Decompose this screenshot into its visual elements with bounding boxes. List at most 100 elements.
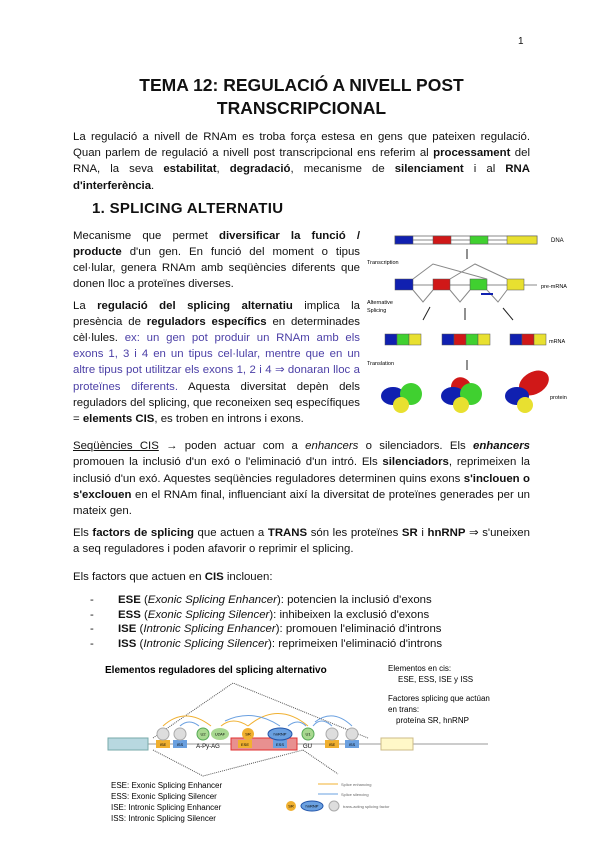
text-segment: , reprimeixen la inclusió d'un exó. Aque…: [73, 456, 530, 485]
seq-element-iss: [173, 739, 187, 748]
paragraph-cis-factors: Els factors que actuen en CIS inclouen:: [73, 569, 530, 585]
arrow: [502, 307, 514, 321]
text-segment: ⇒ s'uneixen a seq reguladores i poden af…: [73, 527, 530, 556]
bullet-dash: -: [90, 623, 94, 636]
mrna-exon: [533, 333, 547, 346]
bold-term: silenciadors: [382, 456, 449, 469]
mrna-exon: [465, 333, 479, 346]
bold-term: enhancers: [473, 440, 530, 453]
silencing-arrow: [312, 720, 333, 727]
label-transcription: Transcription: [367, 260, 399, 266]
legend-silencing: Splice silencing: [341, 792, 369, 797]
description: : inhibeixen la exclusió d'exons: [273, 608, 430, 621]
label-protein: protein: [550, 395, 567, 401]
text-segment: , es troben en introns i exons.: [154, 413, 304, 426]
legend-sr-label: SR: [288, 803, 294, 808]
factor-label: SR: [245, 731, 251, 736]
text-segment: enhancers: [305, 440, 359, 453]
description: : reprimeixen l'eliminació d'introns: [271, 637, 443, 650]
figure2-trans-title-1: Factores splicing que actúan: [388, 694, 490, 703]
enhancing-arrow: [220, 720, 249, 727]
seq-label: ESE: [241, 742, 249, 747]
text-segment: en determinades cèl·lules.: [73, 315, 360, 345]
abbreviation: ISS: [118, 637, 137, 650]
splice-line: [449, 289, 471, 303]
mrna-exon: [509, 333, 523, 346]
text-segment: i: [417, 527, 428, 540]
example-text: ex: un gen pot produir un RNAm amb els e…: [73, 332, 360, 393]
text-segment: Aquesta diversitat depèn dels reguladors…: [73, 380, 360, 426]
legend-factor: [328, 800, 340, 812]
silencing-arrow: [179, 721, 200, 727]
trans-factor: [345, 727, 359, 741]
text-segment: La regulació a nivell de RNAm es troba f…: [73, 131, 530, 160]
text-segment: en el RNAm final, influenciant així la d…: [73, 488, 530, 518]
page-number: 1: [518, 36, 524, 47]
bullet-dash: -: [90, 593, 94, 606]
figure2-cis-items: ESE, ESS, ISE y ISS: [398, 675, 473, 684]
splice-path: [152, 749, 304, 777]
bold-term: s'inclouen o s'exclouen: [73, 472, 530, 501]
full-name: Exonic Splicing Silencer: [147, 608, 270, 621]
legend-enhancing: Splice enhancing: [341, 782, 371, 787]
paragraph-splicing-factors: Els factors de splicing que actuen a TRA…: [73, 525, 530, 557]
full-name: Intronic Splicing Enhancer: [143, 623, 276, 636]
left-exon: [107, 737, 149, 751]
text-segment: implica la presència de: [73, 299, 361, 328]
text-segment: o silenciadors. Els: [358, 440, 473, 453]
abbreviation: ISE: [118, 623, 137, 636]
protein-domain: [517, 396, 533, 413]
dna-exon: [506, 235, 538, 245]
enhancing-arrow: [162, 715, 212, 727]
splicing-intro-row: Mecanisme que permet diversificar la fun…: [73, 228, 567, 428]
text-segment: del RNA, la seva: [73, 147, 530, 176]
bold-term: TRANS: [267, 527, 308, 540]
alternative-splicing-figure: DNA Transcription pre-mRNA Alternative S…: [367, 235, 567, 413]
silencing-arrow: [224, 714, 281, 727]
abbreviation: ESE: [118, 593, 141, 606]
pre-mrna-exon: [469, 278, 488, 291]
list-item: - ISE (Intronic Splicing Enhancer): promo…: [90, 623, 442, 636]
text-segment: ,: [216, 163, 230, 176]
splice-path: [152, 682, 369, 739]
splice-line: [449, 263, 508, 280]
marker: [481, 292, 493, 295]
branch-site-label: A-Py-AG: [196, 744, 220, 750]
bold-term: regulació del splicing alternatiu: [97, 299, 293, 312]
paragraph-mechanism: Mecanisme que permet diversificar la fun…: [73, 228, 360, 293]
protein-domain: [519, 370, 549, 396]
definition-ess: ESS: Exonic Splicing Silencer: [111, 792, 217, 801]
splice-line: [486, 289, 508, 303]
abbreviation: ESS: [118, 608, 141, 621]
text-segment: Els: [73, 527, 93, 540]
bold-term: hnRNP: [427, 527, 466, 540]
label-mrna: mRNA: [549, 339, 566, 345]
splice-path: [302, 749, 339, 775]
protein-domain: [453, 396, 469, 413]
mrna-exon: [384, 333, 398, 346]
figure2-cis-title: Elementos en cis:: [388, 664, 451, 673]
seq-element-ess: [273, 739, 287, 748]
seq-element-iss: [345, 739, 359, 748]
right-exon: [380, 737, 414, 751]
mrna-exon: [441, 333, 455, 346]
splice-line: [412, 263, 488, 280]
text-segment: Seqüències CIS: [73, 440, 159, 453]
paragraph-regulation: La regulació del splicing alternatiu imp…: [73, 298, 360, 428]
text-segment: .: [151, 179, 155, 192]
arrow: [422, 306, 431, 321]
dna-exon: [469, 235, 489, 245]
mrna-exon: [408, 333, 422, 346]
protein-domain: [393, 396, 409, 413]
label-translation: Translation: [367, 361, 394, 367]
bold-term: CIS: [204, 570, 224, 583]
seq-label: ISS: [349, 742, 356, 747]
seq-element-ise: [325, 739, 339, 748]
intro-paragraph: La regulació a nivell de RNAm es troba f…: [73, 129, 530, 194]
figure2-title: Elementos reguladores del splicing alter…: [105, 665, 327, 676]
sr-protein: [242, 727, 254, 740]
label-pre-mrna: pre-mRNA: [541, 284, 567, 290]
text-segment: són les proteïnes: [307, 527, 402, 540]
silencing-arrow: [287, 721, 307, 727]
enhancing-arrow: [247, 712, 309, 727]
